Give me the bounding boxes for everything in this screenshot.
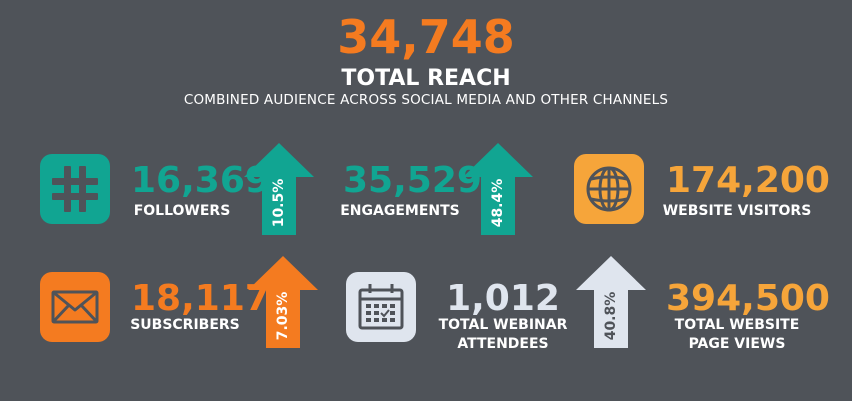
total-reach-value: 34,748 — [337, 10, 515, 64]
subscribers-label: SUBSCRIBERS — [130, 317, 240, 333]
webinar-label-line1: TOTAL WEBINAR — [438, 317, 568, 333]
website-visitors-label: WEBSITE VISITORS — [662, 203, 812, 219]
engagements-growth-percent: 48.4% — [490, 178, 506, 228]
subscribers-growth-arrow-icon: 7.03% — [248, 256, 318, 348]
page-views-label-line2: PAGE VIEWS — [688, 336, 786, 352]
webinar-label-line2: ATTENDEES — [457, 336, 549, 352]
subscribers-value: 18,117 — [131, 278, 270, 319]
webinar-value: 1,012 — [446, 278, 560, 319]
engagements-value: 35,529 — [343, 160, 482, 201]
webinar-growth-percent: 40.8% — [603, 291, 619, 341]
envelope-icon — [40, 272, 110, 342]
globe-icon — [574, 154, 644, 224]
total-reach-title: TOTAL REACH — [341, 66, 511, 91]
website-visitors-value: 174,200 — [666, 160, 830, 201]
engagements-label: ENGAGEMENTS — [340, 203, 460, 219]
followers-label: FOLLOWERS — [133, 203, 231, 219]
total-reach-subtitle: COMBINED AUDIENCE ACROSS SOCIAL MEDIA AN… — [183, 92, 669, 108]
subscribers-growth-percent: 7.03% — [275, 291, 291, 341]
engagements-growth-arrow-icon: 48.4% — [463, 143, 533, 235]
page-views-value: 394,500 — [666, 278, 830, 319]
webinar-growth-arrow-icon: 40.8% — [576, 256, 646, 348]
followers-value: 16,369 — [131, 160, 270, 201]
calendar-icon — [346, 272, 416, 342]
followers-growth-percent: 10.5% — [271, 178, 287, 228]
page-views-label-line1: TOTAL WEBSITE — [674, 317, 800, 333]
hashtag-icon — [40, 154, 110, 224]
followers-growth-arrow-icon: 10.5% — [244, 143, 314, 235]
